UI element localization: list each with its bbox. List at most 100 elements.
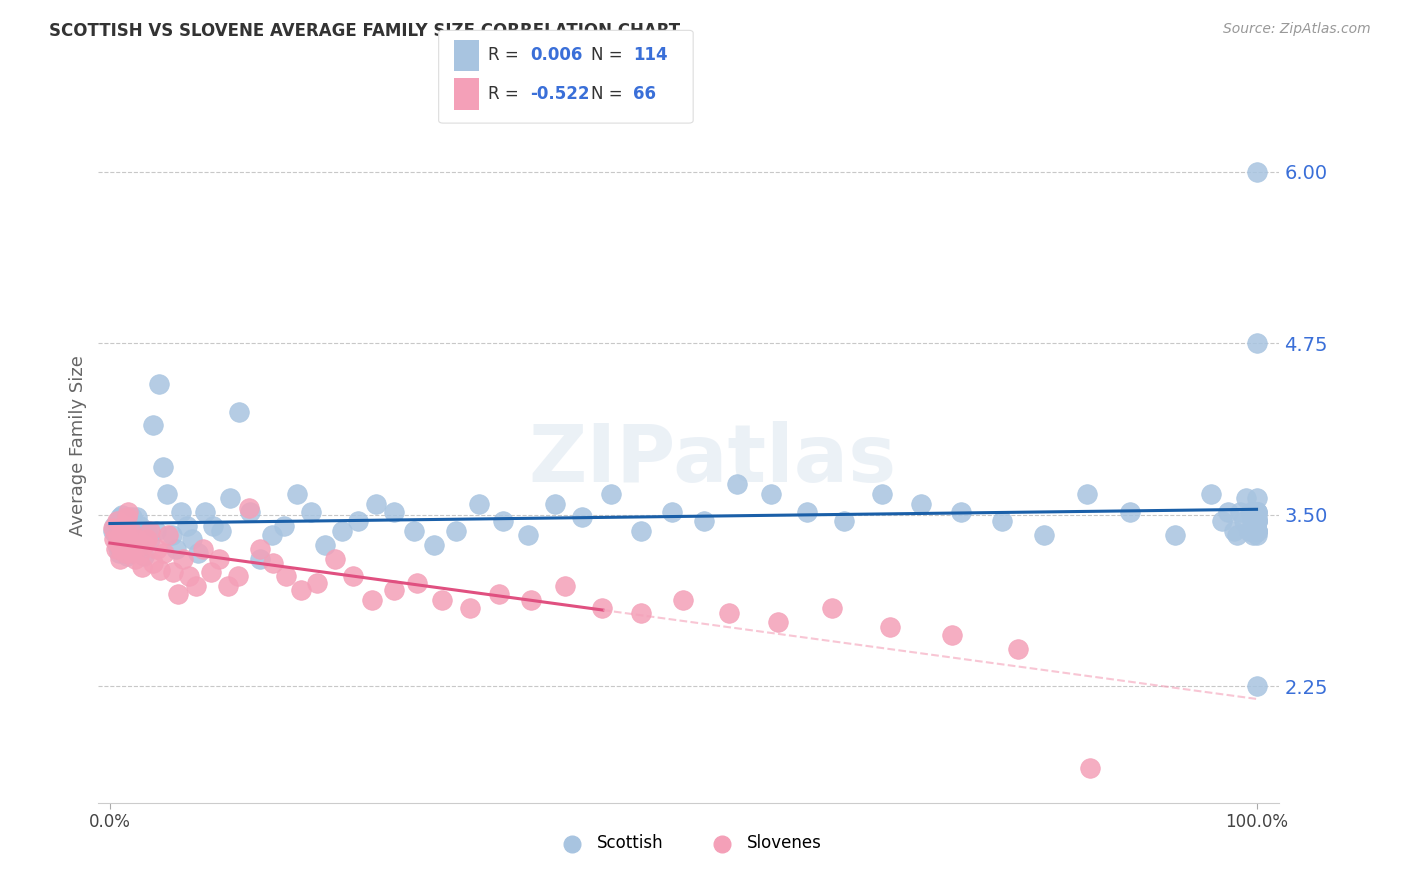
Point	[630, 607, 652, 621]
Point	[1246, 524, 1268, 538]
Text: N =: N =	[591, 85, 627, 103]
Point	[142, 556, 165, 570]
Point	[1243, 505, 1265, 519]
Point	[110, 531, 132, 545]
Point	[115, 533, 138, 547]
Point	[135, 533, 157, 547]
Point	[152, 459, 174, 474]
Point	[105, 515, 128, 529]
Text: Source: ZipAtlas.com: Source: ZipAtlas.com	[1223, 22, 1371, 37]
Point	[124, 551, 146, 566]
Point	[121, 546, 143, 560]
Point	[718, 607, 741, 621]
Point	[1244, 524, 1267, 538]
Point	[1246, 515, 1268, 529]
Text: SCOTTISH VS SLOVENE AVERAGE FAMILY SIZE CORRELATION CHART: SCOTTISH VS SLOVENE AVERAGE FAMILY SIZE …	[49, 22, 681, 40]
Point	[1243, 515, 1265, 529]
Point	[290, 583, 312, 598]
Text: -0.522: -0.522	[530, 85, 589, 103]
Point	[423, 538, 446, 552]
Point	[121, 538, 143, 552]
Point	[152, 546, 174, 560]
Point	[160, 528, 183, 542]
Point	[115, 549, 138, 563]
Point	[571, 510, 593, 524]
Point	[105, 538, 128, 552]
Point	[910, 497, 932, 511]
Point	[444, 524, 467, 538]
Point	[142, 418, 165, 433]
Point	[103, 524, 125, 538]
Text: 0.006: 0.006	[530, 46, 582, 64]
Point	[108, 546, 131, 560]
Point	[554, 579, 576, 593]
Point	[949, 505, 972, 519]
Point	[519, 592, 541, 607]
Point	[544, 497, 567, 511]
Point	[110, 541, 132, 556]
Point	[1233, 515, 1256, 529]
Point	[832, 515, 855, 529]
Point	[121, 528, 143, 542]
Point	[761, 487, 783, 501]
Point	[226, 569, 249, 583]
Point	[104, 541, 127, 556]
Point	[879, 620, 901, 634]
Point	[120, 524, 142, 538]
Point	[120, 546, 142, 560]
Point	[821, 601, 844, 615]
Point	[107, 515, 129, 529]
Point	[103, 518, 125, 533]
Point	[1246, 164, 1268, 178]
Point	[128, 546, 150, 560]
Point	[117, 505, 139, 519]
Point	[364, 497, 387, 511]
Point	[121, 510, 143, 524]
Point	[111, 508, 134, 522]
Point	[1076, 487, 1098, 501]
Point	[1244, 505, 1267, 519]
Point	[219, 491, 242, 505]
Point	[239, 505, 262, 519]
Point	[115, 510, 138, 524]
Point	[112, 533, 135, 547]
Point	[382, 505, 405, 519]
Point	[361, 592, 384, 607]
Point	[108, 551, 131, 566]
Point	[1246, 515, 1268, 529]
Point	[1246, 505, 1268, 519]
Point	[114, 546, 136, 560]
Point	[314, 538, 336, 552]
Point	[1246, 505, 1268, 519]
Point	[114, 538, 136, 552]
Point	[870, 487, 893, 501]
Point	[517, 528, 540, 542]
Point	[249, 551, 271, 566]
Point	[488, 587, 510, 601]
Point	[131, 538, 153, 552]
Point	[1244, 515, 1267, 529]
Point	[134, 549, 156, 563]
Point	[1246, 336, 1268, 351]
Point	[796, 505, 818, 519]
Point	[139, 533, 162, 547]
Point	[176, 518, 198, 533]
Point	[127, 510, 149, 524]
Point	[1246, 528, 1268, 542]
Point	[181, 533, 204, 547]
Point	[432, 592, 454, 607]
Point	[134, 538, 156, 552]
Point	[1246, 524, 1268, 538]
Point	[103, 533, 125, 547]
Point	[110, 541, 132, 556]
Point	[991, 515, 1014, 529]
Point	[1211, 515, 1233, 529]
Text: R =: R =	[488, 85, 524, 103]
Text: 66: 66	[633, 85, 655, 103]
Point	[149, 562, 172, 576]
Point	[1199, 487, 1222, 501]
Point	[157, 528, 180, 542]
Point	[1246, 515, 1268, 529]
Point	[330, 524, 353, 538]
Point	[323, 551, 346, 566]
